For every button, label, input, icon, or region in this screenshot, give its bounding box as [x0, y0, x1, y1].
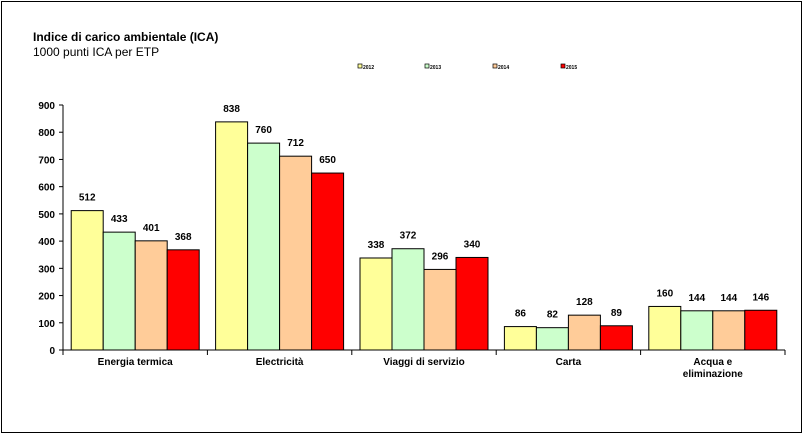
legend-label: 2014 — [498, 65, 509, 71]
bar — [70, 210, 104, 351]
legend-swatch — [560, 63, 566, 69]
y-tick-label: 300 — [38, 264, 55, 275]
bar — [648, 305, 682, 351]
data-label: 368 — [175, 232, 192, 243]
data-label: 86 — [515, 309, 527, 320]
y-tick-label: 900 — [38, 101, 55, 112]
data-label: 650 — [319, 155, 336, 166]
bar — [744, 309, 778, 351]
bar — [503, 326, 537, 351]
y-tick-label: 200 — [38, 292, 55, 303]
bar — [535, 327, 569, 351]
data-label: 128 — [576, 297, 593, 308]
y-tick-label: 700 — [38, 155, 55, 166]
x-tick-label: Viaggi di servizio — [383, 357, 465, 368]
bar — [102, 231, 136, 351]
y-tick-label: 600 — [38, 183, 55, 194]
data-label: 338 — [368, 240, 385, 251]
legend-label: 2013 — [430, 65, 441, 71]
y-tick-label: 100 — [38, 319, 55, 330]
data-label: 146 — [752, 292, 769, 303]
bar — [166, 249, 200, 351]
data-label: 82 — [547, 310, 559, 321]
data-label: 160 — [656, 288, 673, 299]
y-tick-label: 500 — [38, 210, 55, 221]
y-tick-label: 400 — [38, 237, 55, 248]
legend-label: 2012 — [363, 65, 374, 71]
legend-label: 2015 — [566, 65, 577, 71]
data-label: 712 — [287, 138, 304, 149]
data-label: 144 — [720, 293, 737, 304]
chart-title: Indice di carico ambientale (ICA) — [33, 30, 219, 44]
chart-subtitle: 1000 punti ICA per ETP — [33, 45, 160, 59]
y-tick-label: 0 — [49, 346, 55, 357]
bar — [215, 121, 249, 351]
x-tick-label: Energia termica — [98, 357, 173, 368]
data-label: 89 — [611, 308, 623, 319]
data-label: 296 — [432, 251, 449, 262]
legend-swatch — [357, 63, 363, 69]
bar — [680, 310, 714, 351]
x-tick-label: Acqua e — [693, 357, 732, 368]
legend-swatch — [424, 63, 430, 69]
bar — [712, 310, 746, 351]
bar — [391, 248, 425, 351]
bar — [279, 155, 313, 351]
bar — [599, 325, 633, 351]
bar — [134, 240, 168, 351]
x-tick-label: Carta — [556, 357, 582, 368]
data-label: 340 — [464, 239, 481, 250]
legend-swatch — [492, 63, 498, 69]
x-tick-label: Electricità — [256, 357, 304, 368]
bar — [247, 142, 281, 351]
bar — [311, 172, 345, 351]
x-tick-label: eliminazione — [683, 369, 743, 380]
data-label: 144 — [688, 293, 705, 304]
y-tick-label: 800 — [38, 128, 55, 139]
data-label: 433 — [111, 214, 128, 225]
data-label: 512 — [79, 193, 96, 204]
data-label: 760 — [255, 125, 272, 136]
data-label: 372 — [400, 231, 417, 242]
data-label: 401 — [143, 223, 160, 234]
bar — [423, 268, 457, 351]
bar — [359, 257, 393, 351]
bar — [567, 314, 601, 351]
data-label: 838 — [223, 104, 240, 115]
bar — [455, 256, 489, 351]
